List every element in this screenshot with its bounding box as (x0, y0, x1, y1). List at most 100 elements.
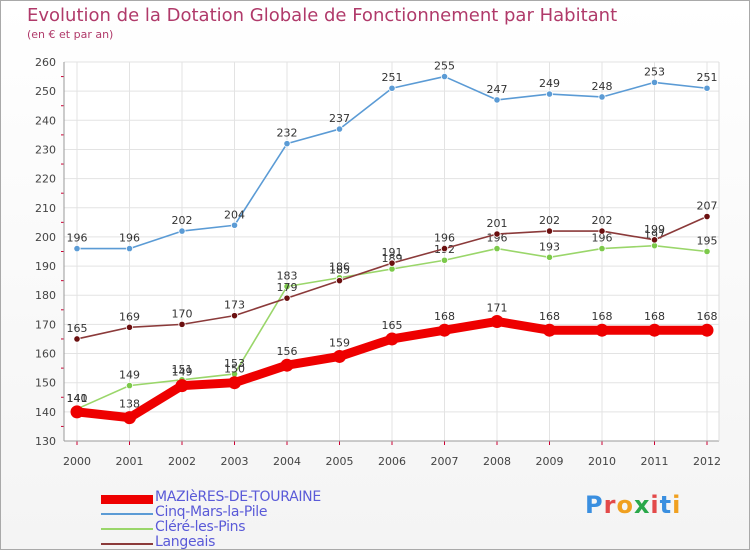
data-point (440, 256, 449, 264)
chart-subtitle: (en € et par an) (27, 28, 114, 41)
series-cinq-mars-la-pile: 196 196 202 204 232 237 251 255 247 249 248 253 251 (67, 60, 718, 253)
logo-letter: r (603, 491, 617, 519)
y-tick-label: 190 (35, 260, 56, 273)
data-point (440, 244, 449, 253)
data-point (700, 323, 714, 337)
logo-letter: i (672, 491, 682, 519)
x-tick-label: 2008 (483, 455, 511, 468)
data-label: 149 (172, 366, 193, 379)
x-tick-label: 2003 (221, 455, 249, 468)
data-label: 255 (434, 60, 455, 73)
data-point (335, 125, 344, 133)
data-label: 179 (277, 281, 298, 294)
x-tick-label: 2011 (641, 455, 669, 468)
data-label: 201 (487, 217, 508, 230)
y-tick-label: 240 (35, 114, 56, 127)
data-point (703, 212, 711, 221)
data-point (703, 247, 711, 256)
data-point (493, 96, 501, 104)
data-point (703, 84, 711, 92)
data-label: 196 (67, 232, 88, 245)
data-point (178, 320, 186, 328)
data-label: 249 (539, 77, 560, 90)
legend-label: MAZIèRES-DE-TOURAINE (155, 489, 321, 505)
data-point (648, 323, 661, 337)
data-point (178, 227, 186, 235)
logo-letter: i (650, 491, 660, 519)
data-label: 202 (592, 214, 613, 227)
data-point (493, 244, 501, 253)
data-point (490, 314, 504, 328)
y-tick-label: 130 (35, 435, 56, 448)
logo-letter: P (585, 491, 604, 519)
data-label: 202 (539, 214, 560, 227)
data-label: 202 (172, 214, 193, 227)
data-point (598, 244, 606, 253)
data-point (388, 84, 396, 92)
data-label: 171 (487, 301, 508, 314)
x-tick-label: 2002 (168, 455, 196, 468)
data-label: 168 (697, 310, 718, 323)
logo-letter: t (659, 491, 673, 519)
data-point (123, 411, 136, 425)
data-point (125, 244, 134, 253)
y-tick-label: 140 (35, 406, 56, 419)
x-tick-label: 2007 (431, 455, 459, 468)
data-point (385, 332, 399, 346)
data-point (228, 376, 241, 390)
data-point (545, 90, 554, 98)
y-tick-label: 230 (35, 143, 56, 156)
data-point (493, 230, 501, 238)
data-point (543, 323, 556, 337)
data-point (230, 312, 239, 320)
x-tick-label: 2012 (693, 455, 721, 468)
x-tick-label: 2005 (326, 455, 354, 468)
data-point (650, 78, 659, 87)
data-label: 237 (329, 112, 350, 125)
y-tick-label: 200 (35, 231, 56, 244)
data-label: 153 (224, 357, 245, 370)
x-tick-label: 2009 (536, 455, 564, 468)
data-label: 207 (697, 200, 718, 213)
x-tick-label: 2006 (378, 455, 406, 468)
data-point (440, 72, 449, 81)
data-point (125, 323, 134, 331)
data-label: 183 (277, 269, 298, 282)
data-point (283, 140, 291, 148)
data-point (598, 227, 606, 235)
data-label: 248 (592, 80, 613, 93)
data-label: 253 (644, 65, 665, 78)
data-label: 191 (382, 246, 403, 259)
data-label: 232 (277, 127, 298, 140)
y-tick-label: 180 (35, 289, 56, 302)
y-tick-label: 210 (35, 202, 56, 215)
data-point (283, 282, 291, 291)
data-label: 186 (329, 261, 350, 274)
data-label: 204 (224, 208, 245, 221)
x-tick-label: 2000 (63, 455, 91, 468)
data-point (70, 405, 84, 419)
data-label: 196 (434, 232, 455, 245)
data-point (545, 253, 554, 261)
data-label: 151 (172, 363, 193, 376)
data-label: 140 (67, 392, 88, 405)
data-point (73, 244, 81, 253)
series-langeais: 165 169 170 173 179 185 191 196 201 202 202 199 207 (67, 200, 718, 343)
data-label: 185 (329, 264, 350, 277)
data-label: 165 (382, 319, 403, 332)
data-label: 251 (697, 71, 718, 84)
data-label: 196 (592, 232, 613, 245)
y-tick-label: 150 (35, 377, 56, 390)
data-point (388, 259, 396, 267)
data-label: 251 (382, 71, 403, 84)
y-tick-label: 220 (35, 173, 56, 186)
data-point (335, 277, 344, 285)
data-label: 168 (592, 310, 613, 323)
data-point (125, 382, 134, 390)
logo-letter: o (616, 491, 634, 519)
legend-swatch (101, 513, 153, 515)
legend-swatch (101, 543, 153, 545)
y-tick-label: 250 (35, 85, 56, 98)
x-tick-label: 2010 (588, 455, 616, 468)
